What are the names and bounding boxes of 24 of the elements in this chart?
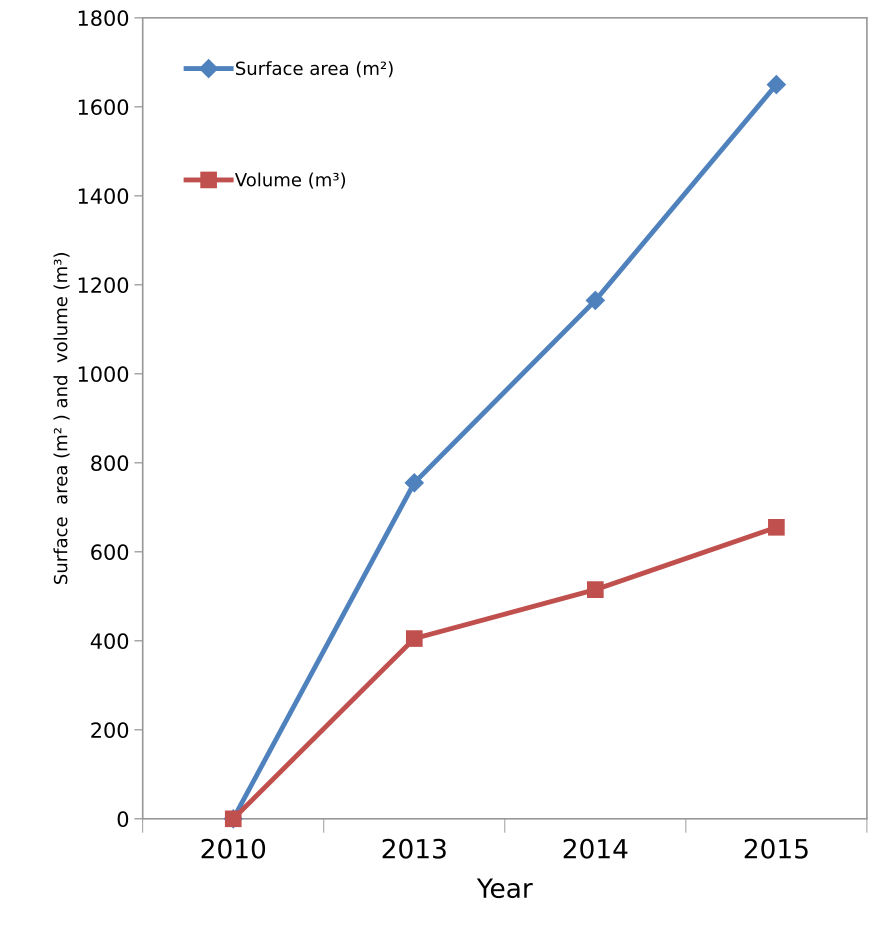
y-tick-label: 1400 xyxy=(78,188,128,204)
x-tick-label: 2010 xyxy=(202,838,266,859)
legend-label: Surface area (m²) xyxy=(236,61,393,78)
y-tick-label: 1800 xyxy=(78,10,128,26)
y-tick-label: 0 xyxy=(118,811,128,828)
x-tick-label: 2013 xyxy=(382,838,446,859)
point xyxy=(587,581,604,598)
point xyxy=(766,75,786,94)
x-tick-label: 2015 xyxy=(744,838,808,859)
point xyxy=(404,473,424,492)
point xyxy=(586,290,605,310)
y-tick-label: 800 xyxy=(91,455,128,472)
y-tick-label: 1200 xyxy=(78,277,128,294)
y-tick-label: 200 xyxy=(91,722,128,738)
legend-label: Volume (m³) xyxy=(234,172,346,189)
y-tick-label: 600 xyxy=(91,544,128,560)
point xyxy=(768,519,785,536)
x-axis-title: Year xyxy=(476,878,533,898)
y-tick-label: 1600 xyxy=(78,99,128,116)
y-axis-title: Surface area (m² ) and volume (m³) xyxy=(53,253,70,584)
x-tick-label: 2014 xyxy=(564,838,628,859)
point xyxy=(406,630,423,647)
y-tick-label: 400 xyxy=(90,633,128,650)
y-tick-label: 1000 xyxy=(78,366,128,382)
